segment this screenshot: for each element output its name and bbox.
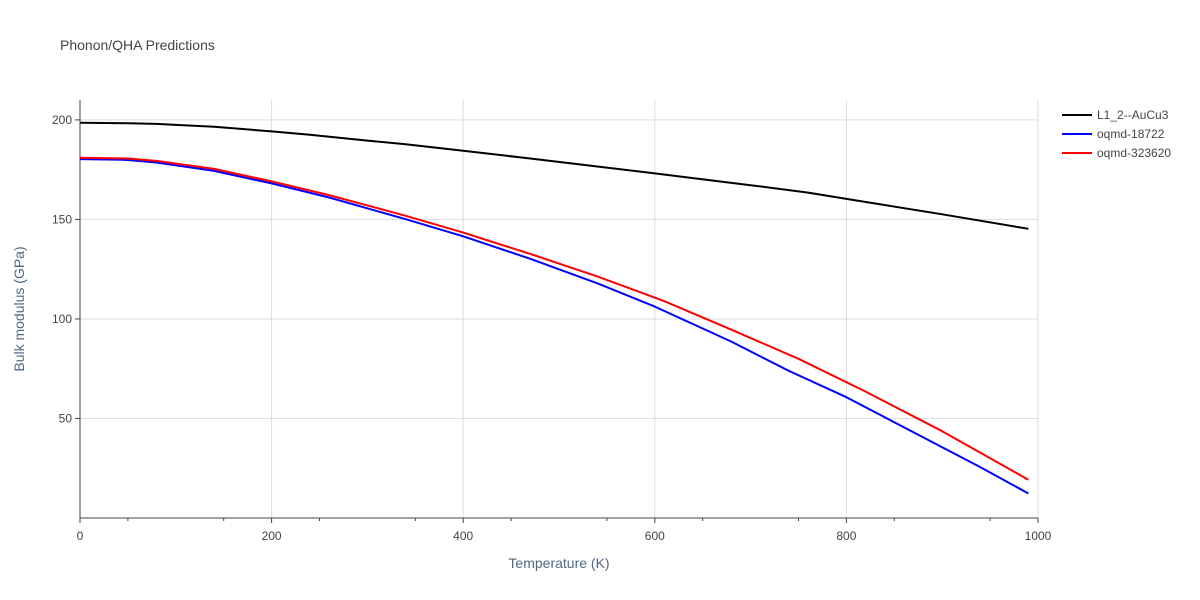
y-tick-label: 50 [59, 411, 73, 425]
y-tick-label: 200 [52, 113, 72, 127]
x-tick-label: 1000 [1025, 529, 1052, 543]
grid-layer [80, 100, 1039, 518]
x-tick-label: 200 [262, 529, 282, 543]
x-tick-label: 600 [645, 529, 665, 543]
y-axis-title: Bulk modulus (GPa) [11, 246, 27, 371]
legend-label: oqmd-323620 [1097, 146, 1171, 160]
legend-label: L1_2--AuCu3 [1097, 108, 1169, 122]
series-layer [79, 121, 1029, 495]
chart-title: Phonon/QHA Predictions [60, 37, 215, 53]
x-tick-label: 0 [77, 529, 84, 543]
y-tick-label: 100 [52, 312, 72, 326]
x-tick-label: 800 [836, 529, 856, 543]
legend-label: oqmd-18722 [1097, 127, 1165, 141]
legend: L1_2--AuCu3 oqmd-18722 oqmd-323620 [1062, 108, 1171, 160]
series-line-oqmd-323620 [79, 156, 1029, 481]
axes-layer: 0 200 400 600 800 1000 50 100 150 200 [52, 100, 1052, 543]
y-tick-label: 150 [52, 212, 72, 226]
x-tick-label: 400 [453, 529, 473, 543]
series-line-oqmd-18722 [79, 158, 1029, 495]
series-line-L1_2--AuCu3 [79, 121, 1029, 230]
x-axis-title: Temperature (K) [508, 555, 609, 571]
